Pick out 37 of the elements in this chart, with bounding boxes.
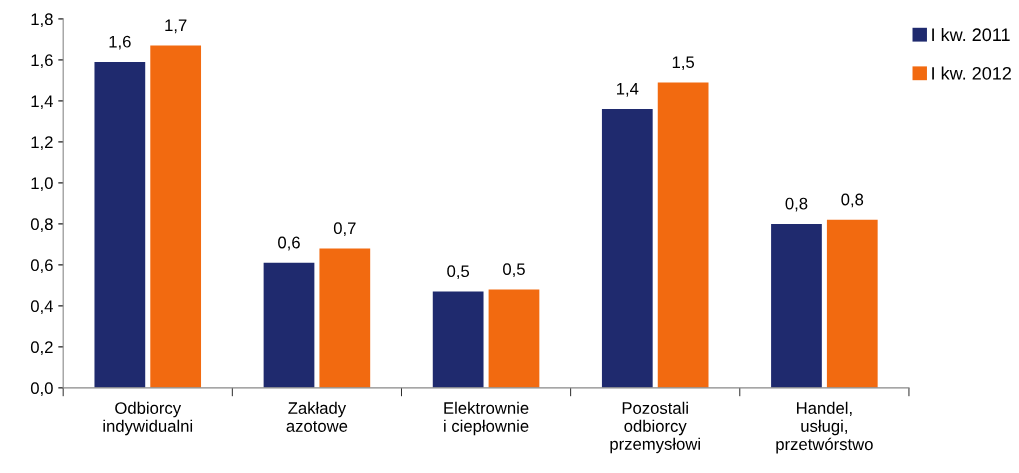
x-tick-label: Zakłady azotowe <box>286 401 348 432</box>
x-tick-label: Odbiorcy indywidualni <box>103 401 193 436</box>
legend-label: I kw. 2012 <box>932 66 1011 80</box>
bar <box>826 219 878 388</box>
data-label: 0,8 <box>841 193 864 208</box>
y-tick-label: 1,8 <box>31 13 53 28</box>
y-tick-label: 1,0 <box>31 177 53 192</box>
bar <box>488 289 540 388</box>
data-label: 0,5 <box>447 265 470 280</box>
legend-label: I kw. 2011 <box>932 27 1010 42</box>
y-tick-label: 0,8 <box>30 218 53 233</box>
y-tick-label: 0,6 <box>30 259 53 274</box>
data-label: 0,8 <box>785 197 808 212</box>
y-tick-label: 0,0 <box>30 382 53 397</box>
y-tick-label: 0,4 <box>30 300 53 315</box>
data-label: 0,5 <box>503 263 525 278</box>
x-tick-label: Elektrownie i ciepłownie <box>444 401 529 436</box>
y-tick-label: 0,2 <box>30 341 53 356</box>
bar <box>432 291 484 388</box>
data-label: 0,6 <box>278 236 300 251</box>
bar <box>94 61 146 388</box>
x-tick-label: Pozostali odbiorcy przemysłowi <box>610 401 700 454</box>
y-tick-label: 1,4 <box>31 95 53 110</box>
y-tick-label: 1,6 <box>31 54 53 69</box>
x-tick-label: Handel, usługi, przetwórstwo <box>776 401 873 454</box>
data-label: 1,5 <box>672 56 695 71</box>
bar <box>771 223 822 388</box>
data-label: 1,4 <box>616 83 639 97</box>
bar <box>601 109 653 388</box>
data-label: 0,7 <box>333 222 356 237</box>
bar <box>319 248 371 388</box>
bar <box>657 82 709 388</box>
data-label: 1,6 <box>109 35 131 50</box>
bar <box>263 262 315 388</box>
y-tick-label: 1,2 <box>31 136 53 151</box>
bar <box>150 45 202 388</box>
data-label: 1,7 <box>165 19 187 34</box>
